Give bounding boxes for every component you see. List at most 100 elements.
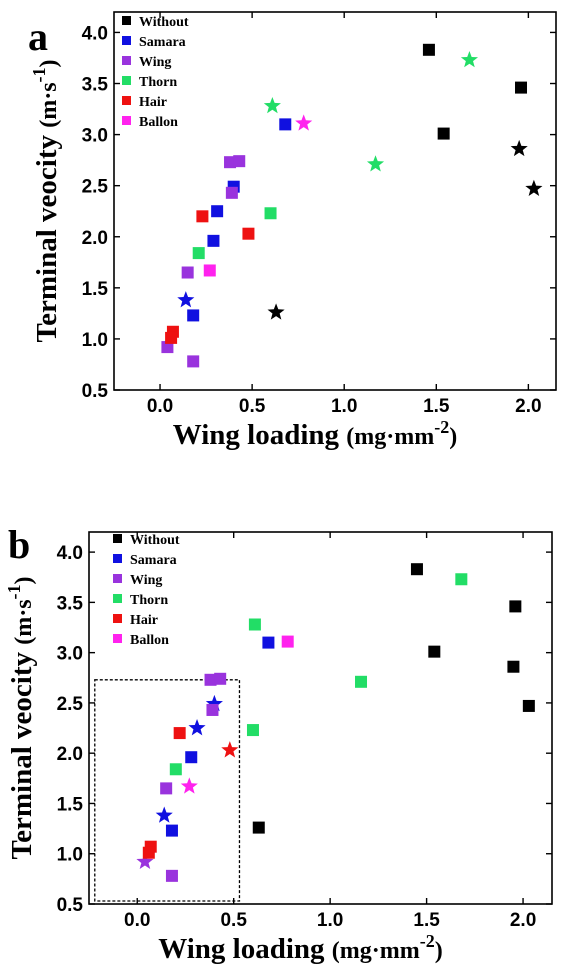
- y-tick-label: 2.5: [82, 177, 109, 198]
- data-point-ballon-star: [295, 114, 313, 131]
- data-point-samara: [279, 118, 292, 131]
- data-point-hair: [173, 727, 186, 740]
- legend-marker-thorn: [122, 76, 131, 85]
- data-point-samara: [165, 824, 178, 837]
- data-point-thorn-star: [263, 96, 281, 114]
- x-tick-label: 0.0: [147, 396, 173, 417]
- y-tick-label: 2.5: [57, 694, 84, 715]
- data-point-samara-star: [205, 694, 223, 712]
- y-tick-label: 0.5: [57, 895, 84, 916]
- data-point-samara: [207, 234, 220, 247]
- x-tick-label: 1.5: [413, 910, 440, 931]
- highlight-box: [94, 679, 241, 902]
- x-tick-label: 0.5: [220, 910, 247, 931]
- x-axis-label: Wing loading (mg·mm-2): [158, 931, 443, 965]
- data-point-without: [515, 81, 528, 94]
- legend-marker-ballon: [113, 634, 122, 643]
- data-point-thorn: [355, 675, 368, 688]
- data-point-samara: [211, 205, 224, 218]
- y-axis-label: Terminal veocity (m·s-1): [29, 59, 63, 342]
- data-point-thorn: [169, 763, 182, 776]
- data-point-hair: [196, 210, 209, 223]
- data-point-hair: [242, 227, 255, 240]
- y-tick-label: 0.5: [82, 381, 109, 402]
- legend-marker-wing: [113, 574, 122, 583]
- data-point-wing: [161, 341, 174, 354]
- y-tick-label: 1.5: [57, 794, 84, 815]
- data-point-thorn: [455, 573, 468, 586]
- y-axis-label: Terminal veocity (m·s-1): [4, 576, 38, 859]
- legend-marker-without: [122, 16, 131, 25]
- data-point-without-star: [267, 303, 285, 320]
- data-point-wing: [165, 869, 178, 882]
- x-tick-label: 1.0: [317, 910, 343, 931]
- legend-marker-thorn: [113, 594, 122, 603]
- legend-label-wing: Wing: [130, 573, 162, 588]
- legend-label-wing: Wing: [139, 55, 171, 70]
- data-point-wing: [225, 186, 238, 199]
- legend-label-without: Without: [130, 533, 180, 548]
- x-tick-label: 2.0: [515, 396, 541, 417]
- data-point-without: [509, 600, 522, 613]
- chart-panel-a: a 0.0 0.5 1.0 1.5 2.0 0.5 1.0 1.5 2.0 2.5 3.0 3.5 4.0…: [28, 11, 557, 451]
- y-tick-label: 1.0: [57, 845, 83, 866]
- y-tick-label: 3.0: [57, 644, 83, 665]
- data-point-thorn-star: [460, 51, 478, 68]
- legend-label-ballon: Ballon: [139, 115, 178, 130]
- data-point-samara: [185, 751, 198, 764]
- legend-label-samara: Samara: [139, 35, 186, 50]
- legend-marker-samara: [113, 554, 122, 563]
- legend-marker-wing: [122, 56, 131, 65]
- legend-label-samara: Samara: [130, 553, 177, 568]
- y-tick-label: 2.0: [82, 228, 108, 249]
- legend-label-hair: Hair: [139, 95, 167, 110]
- data-point-without-star: [525, 179, 543, 197]
- legend-marker-samara: [122, 36, 131, 45]
- data-point-thorn: [264, 207, 277, 220]
- data-point-thorn-star: [366, 155, 385, 172]
- data-point-thorn: [192, 247, 205, 260]
- legend-marker-without: [113, 534, 122, 543]
- legend-label-hair: Hair: [130, 613, 158, 628]
- x-tick-label: 1.5: [423, 396, 450, 417]
- y-tick-label: 4.0: [57, 543, 83, 564]
- data-point-samara: [262, 636, 275, 649]
- data-point-without: [522, 699, 535, 712]
- data-point-wing: [206, 703, 219, 716]
- data-point-without-star: [510, 139, 528, 157]
- data-point-without: [428, 645, 441, 658]
- data-point-hair-star: [221, 741, 239, 758]
- data-point-wing-star: [136, 852, 154, 870]
- data-point-samara-star: [188, 719, 206, 736]
- y-tick-label: 1.5: [82, 279, 109, 300]
- legend-marker-hair: [113, 614, 122, 623]
- data-point-hair: [142, 846, 155, 859]
- x-tick-label: 2.0: [510, 910, 536, 931]
- y-tick-label: 3.5: [82, 75, 109, 96]
- chart-panel-b: b 0.0 0.5 1.0 1.5 2.0 0.5 1.0 1.5 2.0 2.5 3.0 3.5 4.0…: [4, 522, 553, 965]
- legend-marker-hair: [122, 96, 131, 105]
- panel-label: a: [28, 14, 48, 59]
- panel-label: b: [8, 522, 30, 567]
- data-point-wing: [181, 266, 194, 279]
- data-point-ballon: [203, 264, 216, 277]
- x-tick-label: 0.0: [124, 910, 150, 931]
- data-point-samara-star: [177, 291, 195, 308]
- legend-label-thorn: Thorn: [139, 75, 177, 90]
- y-tick-label: 3.5: [57, 593, 84, 614]
- data-point-without: [252, 821, 265, 834]
- y-tick-label: 2.0: [57, 744, 83, 765]
- y-tick-label: 4.0: [82, 23, 108, 44]
- legend-label-thorn: Thorn: [130, 593, 168, 608]
- legend-label-ballon: Ballon: [130, 633, 169, 648]
- data-point-ballon: [281, 635, 294, 648]
- legend-marker-ballon: [122, 116, 131, 125]
- data-point-wing: [187, 355, 200, 368]
- data-point-without: [507, 660, 520, 673]
- x-tick-label: 0.5: [239, 396, 266, 417]
- data-point-without: [437, 127, 450, 140]
- data-point-samara-star: [155, 806, 173, 823]
- plot-frame: [113, 11, 557, 391]
- data-point-wing: [214, 672, 227, 685]
- data-point-wing: [204, 673, 217, 686]
